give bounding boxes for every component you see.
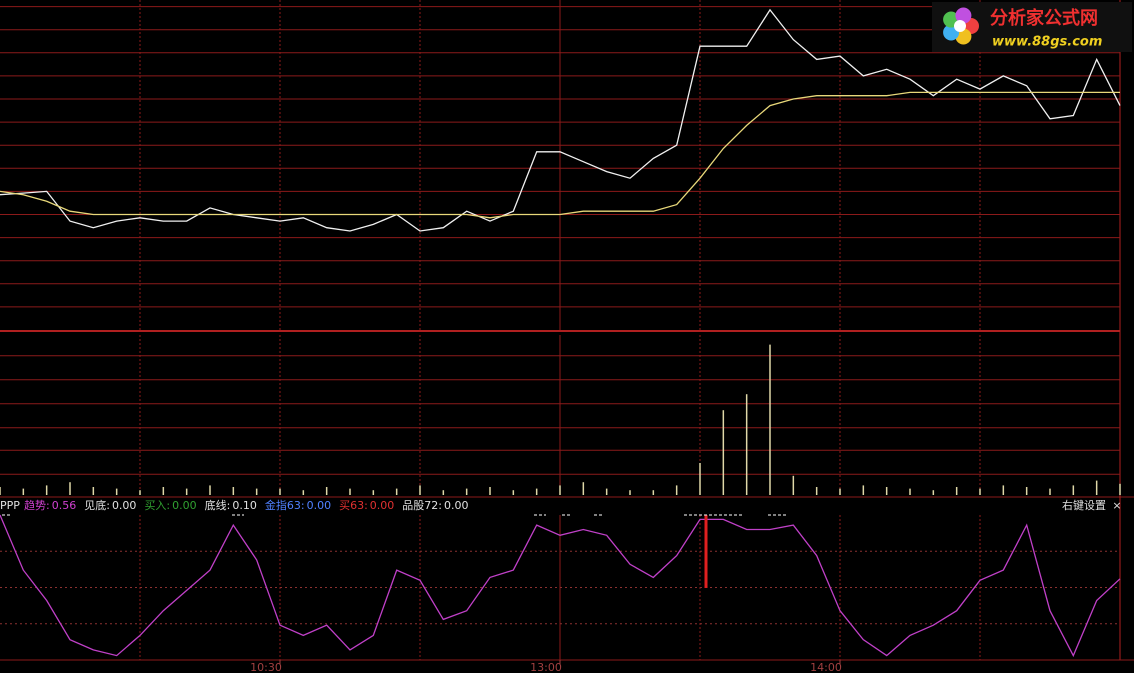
indicator-value: 0.10: [232, 499, 257, 512]
indicator-label: 金指63:: [265, 498, 305, 512]
indicator-value: 0.00: [172, 499, 197, 512]
indicator-name: PPP: [0, 499, 20, 512]
x-tick-label: 10:30: [250, 661, 282, 673]
indicator-label: 品股72:: [402, 499, 442, 512]
indicator-label: 买入:: [144, 499, 170, 512]
close-button[interactable]: ×: [1112, 499, 1121, 512]
series-line: [0, 514, 1121, 658]
logo-title: 分析家公式网: [990, 7, 1098, 29]
indicator-value: 0.00: [307, 499, 332, 512]
series-line: [0, 8, 1121, 232]
x-tick-label: 13:00: [530, 661, 562, 673]
indicator-value: 0.00: [444, 499, 469, 512]
x-tick-label: 14:00: [810, 661, 842, 673]
logo-url: www.88gs.com: [992, 35, 1102, 50]
indicator-value: 0.56: [52, 499, 77, 512]
settings-button[interactable]: 右键设置: [1062, 498, 1106, 512]
indicator-label: 底线:: [205, 498, 231, 512]
logo-center: [954, 20, 966, 32]
indicator-label: 买63:: [339, 499, 368, 512]
indicator-value: 0.00: [370, 499, 395, 512]
series-line: [0, 91, 1120, 219]
logo-petal: [955, 7, 972, 24]
indicator-label: 趋势:: [24, 499, 50, 512]
indicator-label: 见底:: [84, 498, 110, 512]
logo-petal: [955, 28, 972, 45]
indicator-value: 0.00: [112, 499, 137, 512]
